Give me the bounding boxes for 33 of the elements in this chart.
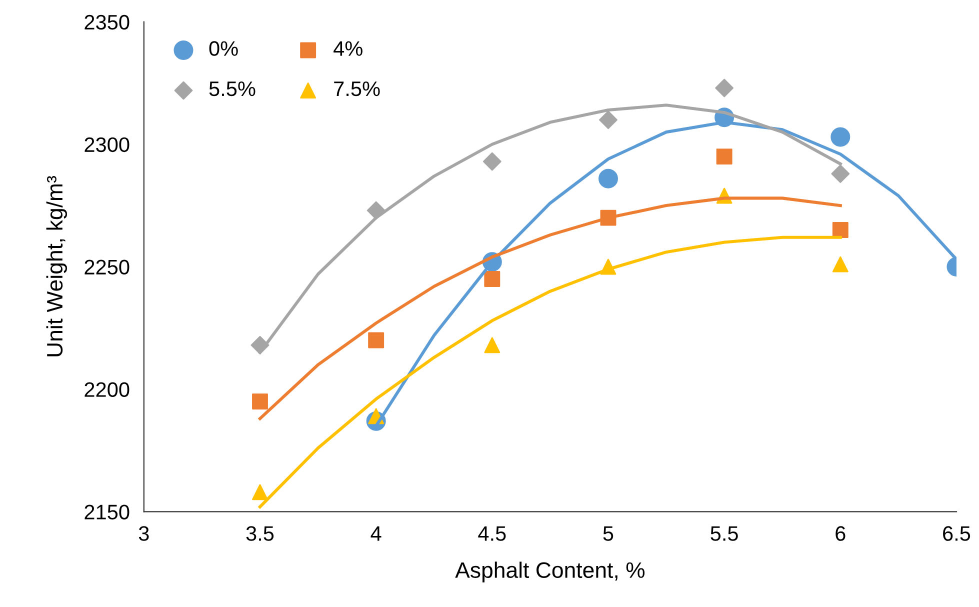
point bbox=[252, 484, 268, 500]
y-tick-label: 2150 bbox=[84, 504, 130, 520]
legend-label: 4% bbox=[334, 41, 362, 56]
y-tick-label: 2300 bbox=[84, 137, 130, 152]
point bbox=[252, 394, 268, 410]
y-axis-title: Unit Weight, kg/m³ bbox=[46, 176, 68, 356]
point bbox=[598, 168, 618, 188]
point bbox=[716, 148, 732, 165]
point bbox=[832, 256, 848, 272]
y-tick-label: 2350 bbox=[84, 14, 130, 30]
x-tick-label: 4.5 bbox=[478, 526, 506, 541]
legend-label: 5.5% bbox=[209, 81, 256, 96]
legend-label: 7.5% bbox=[334, 81, 380, 96]
x-tick-label: 3.5 bbox=[246, 526, 274, 541]
x-tick-label: 3 bbox=[138, 526, 149, 541]
point bbox=[831, 164, 850, 183]
y-tick-label: 2250 bbox=[84, 260, 130, 275]
y-tick-label: 2200 bbox=[84, 382, 130, 397]
point bbox=[599, 110, 618, 130]
point bbox=[482, 152, 502, 171]
point bbox=[368, 332, 384, 348]
x-tick-label: 6.5 bbox=[943, 526, 970, 541]
legend-label: 0% bbox=[209, 41, 238, 56]
point bbox=[715, 78, 734, 98]
x-tick-label: 5.5 bbox=[710, 526, 738, 541]
point bbox=[832, 222, 848, 238]
point bbox=[484, 271, 500, 287]
x-tick-label: 5 bbox=[603, 526, 614, 541]
point bbox=[830, 127, 850, 147]
x-tick-label: 4 bbox=[370, 526, 382, 541]
x-axis-title: Asphalt Content, % bbox=[455, 562, 645, 582]
x-tick-label: 6 bbox=[836, 526, 846, 541]
point bbox=[484, 337, 500, 354]
